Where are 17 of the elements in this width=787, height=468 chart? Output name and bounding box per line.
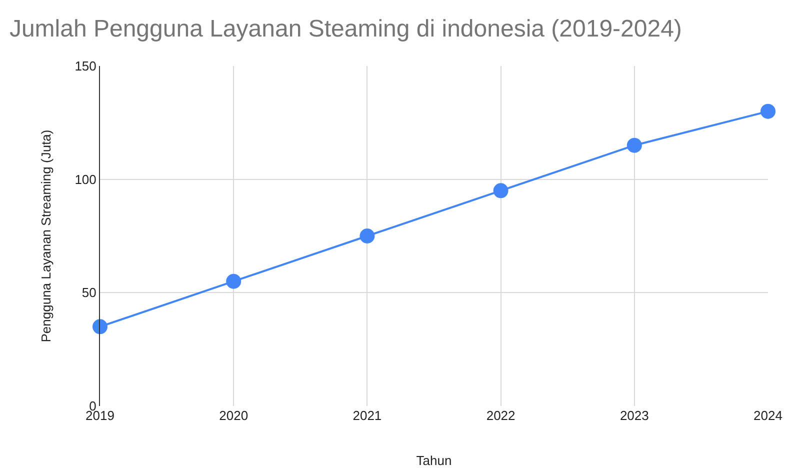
point <box>226 274 242 289</box>
point <box>360 228 375 244</box>
y-axis-title: Pengguna Layanan Streaming (Juta) <box>38 130 54 342</box>
x-tick-label: 2023 <box>620 408 649 423</box>
y-tick-label: 150 <box>74 58 96 74</box>
x-tick-label: 2022 <box>486 408 516 423</box>
point <box>626 138 642 153</box>
x-tick-label: 2020 <box>219 408 248 423</box>
chart-title: Jumlah Pengguna Layanan Steaming di indonesia (2019-2024) <box>9 15 682 42</box>
y-tick-label: 100 <box>74 172 96 187</box>
x-tick-label: 2024 <box>754 408 782 423</box>
x-axis-title: Tahun <box>416 453 452 468</box>
point <box>493 183 508 198</box>
point <box>92 319 108 334</box>
x-tick-label: 2021 <box>352 408 382 423</box>
y-tick-label: 50 <box>82 285 96 300</box>
point <box>760 104 776 119</box>
